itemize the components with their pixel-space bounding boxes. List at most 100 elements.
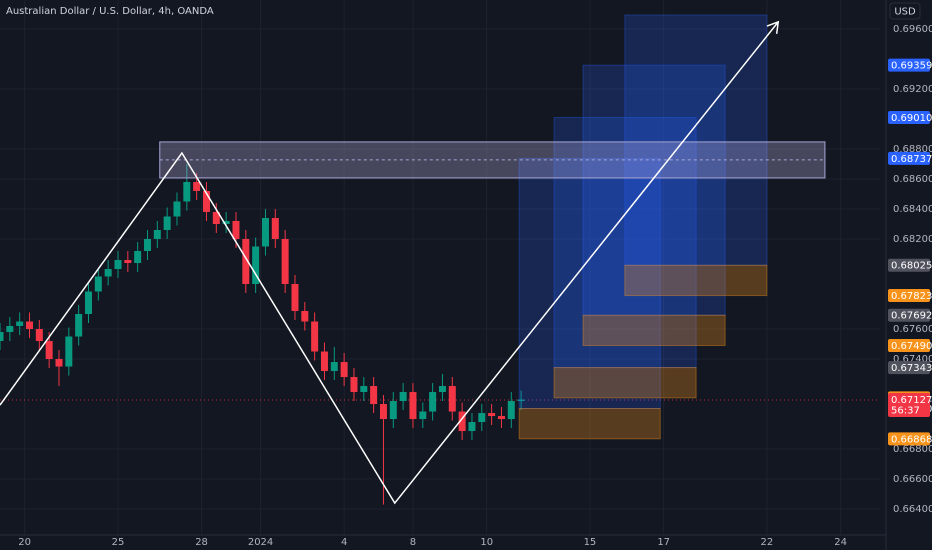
y-tick-label: 0.68800 bbox=[893, 144, 932, 155]
x-tick-label: 25 bbox=[112, 537, 125, 548]
candle-body bbox=[65, 336, 73, 367]
price-badge-label: 0.69010 bbox=[891, 113, 932, 124]
candle-body bbox=[104, 269, 112, 277]
candle-body bbox=[271, 217, 279, 239]
candle-body bbox=[438, 386, 446, 393]
candle-body bbox=[281, 238, 289, 285]
candle-body bbox=[507, 401, 515, 420]
candle-body bbox=[301, 311, 309, 322]
candle-body bbox=[379, 404, 387, 420]
target-zone bbox=[582, 64, 726, 316]
candle-body bbox=[94, 276, 102, 292]
candle-body bbox=[320, 351, 328, 372]
candle-body bbox=[350, 377, 358, 393]
price-badge bbox=[888, 258, 930, 272]
candle-body bbox=[252, 246, 260, 285]
candle-body bbox=[16, 321, 24, 327]
candle-body bbox=[517, 399, 525, 402]
candle-body bbox=[114, 259, 122, 270]
candle-body bbox=[6, 326, 14, 333]
candle-body bbox=[458, 411, 466, 432]
candle-body bbox=[409, 392, 417, 420]
candle-body bbox=[340, 362, 348, 378]
stop-zone bbox=[624, 264, 768, 297]
price-badge bbox=[888, 151, 930, 165]
stop-zone bbox=[553, 367, 697, 399]
price-badge-label: 0.67823 bbox=[891, 291, 932, 302]
y-tick-label: 0.68600 bbox=[893, 174, 932, 185]
candle-body bbox=[429, 392, 437, 412]
chart-title: Australian Dollar / U.S. Dollar, 4h, OAN… bbox=[6, 6, 214, 17]
y-tick-label: 0.68200 bbox=[893, 234, 932, 245]
candle-body bbox=[143, 238, 151, 251]
candle-body bbox=[124, 259, 132, 263]
price-badge-label: 0.67343 bbox=[891, 363, 932, 374]
candle-body bbox=[311, 321, 319, 352]
price-badge bbox=[888, 110, 930, 124]
candle-body bbox=[75, 314, 83, 337]
price-badge bbox=[888, 432, 930, 446]
candle-body bbox=[45, 341, 53, 360]
last-price-label: 0.67127 bbox=[891, 395, 932, 406]
x-tick-label: 10 bbox=[480, 537, 493, 548]
stop-zone bbox=[582, 314, 726, 347]
price-badge-label: 0.69359 bbox=[891, 61, 932, 72]
candle-body bbox=[163, 216, 171, 230]
price-badge bbox=[888, 289, 930, 303]
candle-body bbox=[497, 416, 505, 420]
candle-body bbox=[488, 413, 496, 417]
price-badge bbox=[888, 308, 930, 322]
y-tick-label: 0.66400 bbox=[893, 504, 932, 515]
countdown: 56:37 bbox=[891, 405, 920, 416]
candle-body bbox=[478, 413, 486, 423]
x-tick-label: 8 bbox=[410, 537, 416, 548]
candle-body bbox=[232, 220, 240, 239]
candle-body bbox=[448, 386, 456, 412]
price-badge-label: 0.68737 bbox=[891, 154, 932, 165]
candle-body bbox=[153, 229, 161, 239]
candle-body bbox=[0, 332, 4, 342]
zigzag-line bbox=[0, 21, 779, 505]
candle-body bbox=[222, 220, 230, 224]
x-tick-label: 20 bbox=[18, 537, 31, 548]
y-tick-label: 0.67600 bbox=[893, 324, 932, 335]
candle-body bbox=[202, 190, 210, 212]
candle-body bbox=[360, 386, 368, 393]
arrow-head bbox=[766, 20, 780, 34]
price-badge bbox=[888, 58, 930, 72]
y-tick-label: 0.68400 bbox=[893, 204, 932, 215]
y-tick-label: 0.67400 bbox=[893, 354, 932, 365]
candle-body bbox=[242, 238, 250, 285]
y-tick-label: 0.66800 bbox=[893, 444, 932, 455]
candle-body bbox=[370, 386, 378, 405]
price-badge bbox=[888, 339, 930, 353]
currency: USD bbox=[894, 7, 916, 18]
x-tick-label: 17 bbox=[657, 537, 670, 548]
plot bbox=[0, 14, 880, 505]
candle-body bbox=[183, 181, 191, 202]
last-price-badge bbox=[888, 392, 930, 417]
candle-body bbox=[173, 201, 181, 217]
candle-body bbox=[291, 284, 299, 312]
candle-body bbox=[419, 411, 427, 420]
candle-body bbox=[261, 217, 269, 247]
x-tick-label: 22 bbox=[761, 537, 774, 548]
candle-body bbox=[193, 181, 201, 191]
x-tick-label: 15 bbox=[584, 537, 597, 548]
target-zone bbox=[553, 116, 697, 369]
candle-body bbox=[468, 422, 476, 432]
x-tick-label: 4 bbox=[341, 537, 347, 548]
x-tick-label: 28 bbox=[195, 537, 208, 548]
price-badge-label: 0.67490 bbox=[891, 341, 932, 352]
x-tick-label: 2024 bbox=[248, 537, 273, 548]
candle-body bbox=[330, 362, 338, 372]
price-badge-label: 0.66868 bbox=[891, 434, 932, 445]
candle-body bbox=[84, 291, 92, 315]
candle-body bbox=[55, 359, 63, 367]
price-badge-label: 0.67692 bbox=[891, 311, 932, 322]
candle-body bbox=[389, 401, 397, 420]
candle-body bbox=[134, 250, 142, 263]
